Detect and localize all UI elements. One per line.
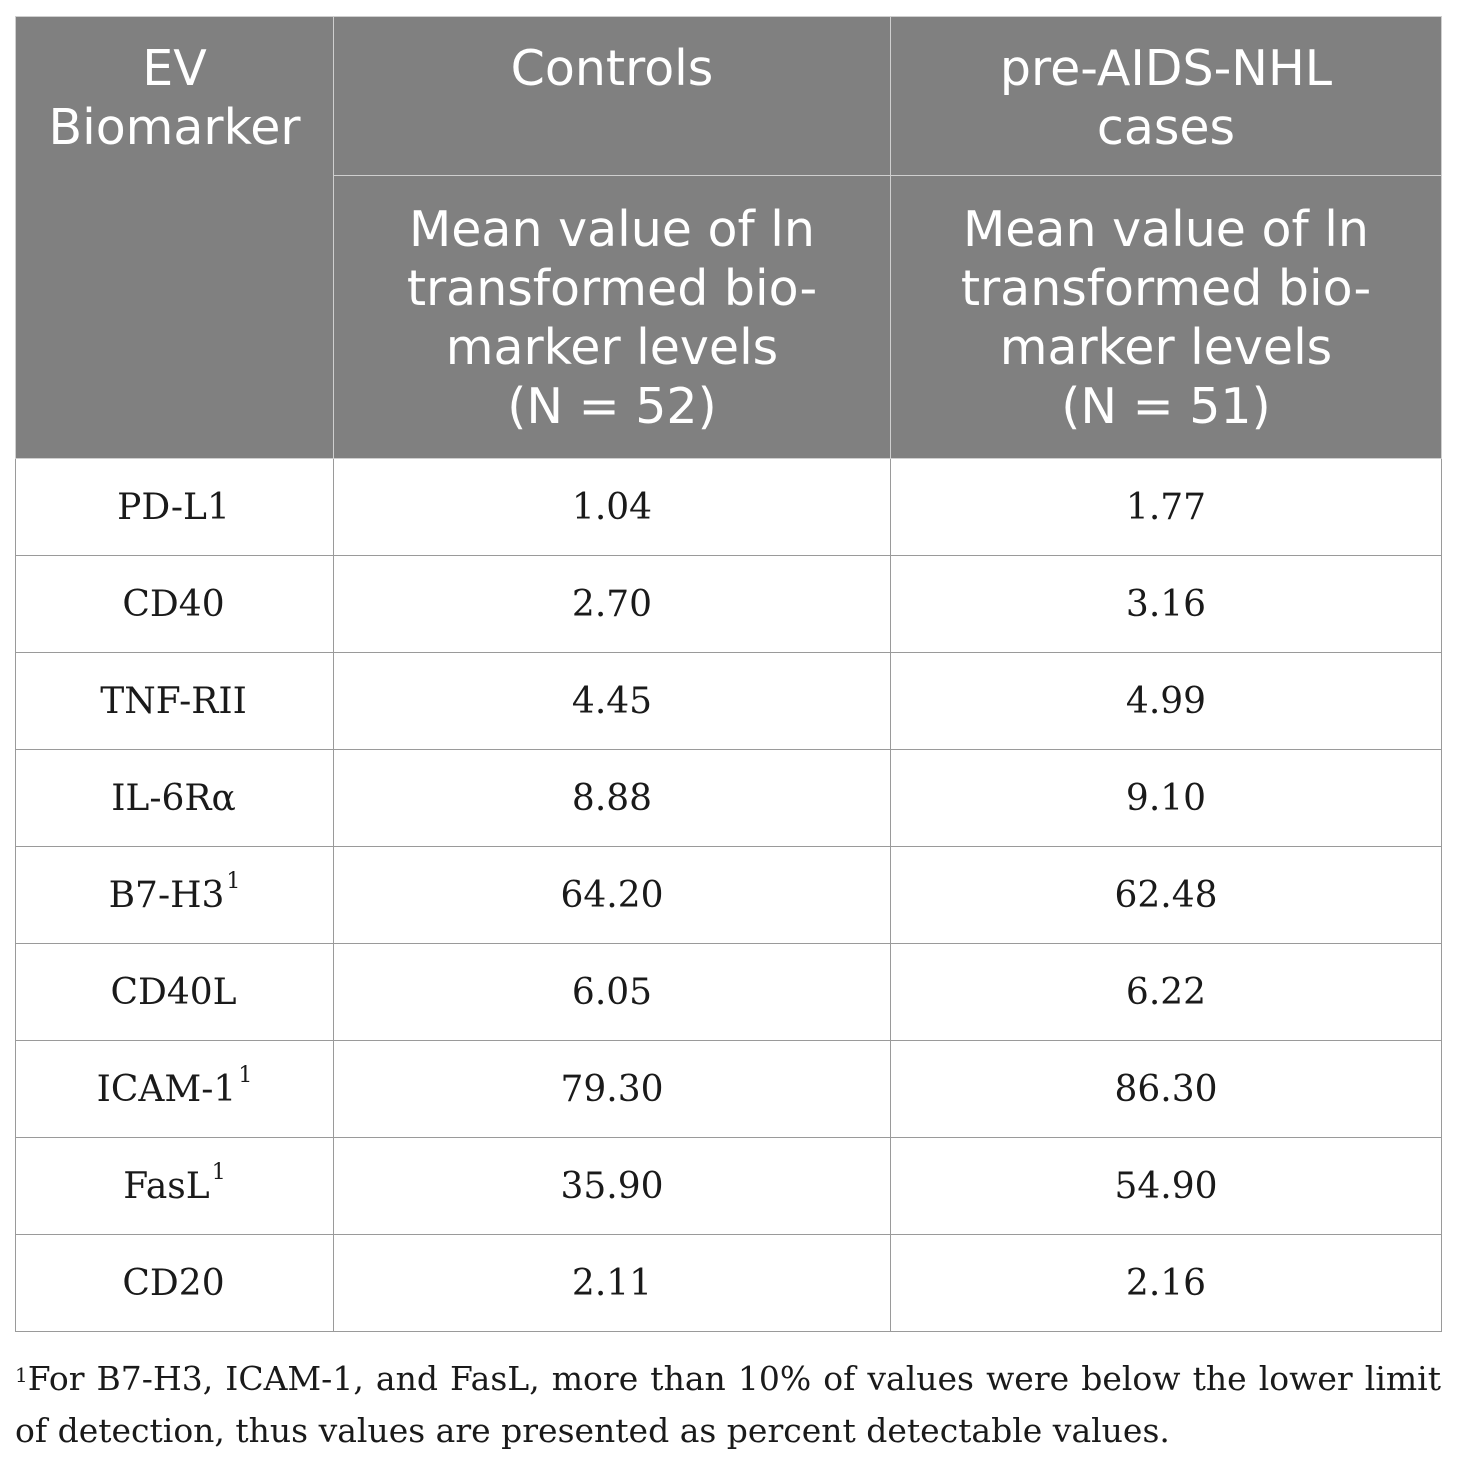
table-row: CD20 2.11 2.16 [15,1234,1442,1332]
header-line: pre-AIDS-NHL [999,40,1333,97]
controls-value: 6.05 [333,943,891,1041]
cases-value: 4.99 [890,652,1442,750]
cases-value: 3.16 [890,555,1442,653]
subheader-controls: Mean value of ln transformed bio- marker… [333,175,891,459]
header-line: Mean value of ln [409,201,815,258]
biomarker-table-container: EV Biomarker Controls pre-AIDS-NHL cases… [15,16,1442,1332]
controls-value: 4.45 [333,652,891,750]
biomarker-name: TNF-RII [100,680,247,722]
cases-value: 6.22 [890,943,1442,1041]
controls-value: 2.11 [333,1234,891,1332]
footnote-marker: 1 [15,1363,28,1387]
biomarker-name: CD40 [122,583,225,625]
biomarker-name: B7-H3 [108,874,225,916]
cases-value: 2.16 [890,1234,1442,1332]
biomarker-cell: CD40L [15,943,334,1041]
cases-value: 1.77 [890,458,1442,556]
header-line: EV [142,40,207,97]
header-line: (N = 52) [507,378,717,435]
biomarker-cell: CD40 [15,555,334,653]
cases-value: 54.90 [890,1137,1442,1235]
header-line: marker levels [445,319,779,376]
header-controls: Controls [333,16,891,176]
biomarker-name: FasL [123,1165,210,1207]
table-body: PD-L1 1.04 1.77 CD40 2.70 3.16 TNF-RII 4… [15,458,1442,1332]
controls-value: 35.90 [333,1137,891,1235]
header-line: Biomarker [48,99,301,156]
header-line: Mean value of ln [963,201,1369,258]
subheader-cases: Mean value of ln transformed bio- marker… [890,175,1442,459]
controls-value: 2.70 [333,555,891,653]
controls-value: 64.20 [333,846,891,944]
table-row: CD40L 6.05 6.22 [15,943,1442,1041]
biomarker-table: EV Biomarker Controls pre-AIDS-NHL cases… [15,16,1442,1332]
footnote-text: For B7-H3, ICAM-1, and FasL, more than 1… [15,1359,1441,1450]
header-line: Controls [510,40,714,97]
footnote-marker: 1 [211,1159,226,1185]
table-row: CD40 2.70 3.16 [15,555,1442,653]
biomarker-cell: B7-H31 [15,846,334,944]
biomarker-name: CD20 [122,1262,225,1304]
header-cases: pre-AIDS-NHL cases [890,16,1442,176]
header-line: cases [1096,99,1236,156]
biomarker-cell: PD-L1 [15,458,334,556]
footnote-marker: 1 [238,1062,253,1088]
biomarker-cell: IL-6Rα [15,749,334,847]
header-line: (N = 51) [1061,378,1271,435]
header-ev-biomarker: EV Biomarker [15,16,334,459]
controls-value: 8.88 [333,749,891,847]
header-line: transformed bio- [406,260,818,317]
table-footnote: 1For B7-H3, ICAM-1, and FasL, more than … [15,1353,1441,1457]
biomarker-cell: CD20 [15,1234,334,1332]
controls-value: 1.04 [333,458,891,556]
table-row: B7-H31 64.20 62.48 [15,846,1442,944]
table-row: TNF-RII 4.45 4.99 [15,652,1442,750]
biomarker-cell: FasL1 [15,1137,334,1235]
table-row: PD-L1 1.04 1.77 [15,458,1442,556]
header-line: transformed bio- [960,260,1372,317]
table-header: EV Biomarker Controls pre-AIDS-NHL cases… [15,16,1442,459]
table-row: ICAM-11 79.30 86.30 [15,1040,1442,1138]
biomarker-name: ICAM-1 [96,1068,237,1110]
biomarker-name: PD-L1 [117,486,230,528]
cases-value: 62.48 [890,846,1442,944]
biomarker-cell: TNF-RII [15,652,334,750]
footnote-marker: 1 [226,868,241,894]
biomarker-cell: ICAM-11 [15,1040,334,1138]
header-line: marker levels [999,319,1333,376]
table-row: IL-6Rα 8.88 9.10 [15,749,1442,847]
table-row: FasL1 35.90 54.90 [15,1137,1442,1235]
cases-value: 86.30 [890,1040,1442,1138]
biomarker-name: IL-6Rα [111,777,236,819]
cases-value: 9.10 [890,749,1442,847]
biomarker-name: CD40L [110,971,237,1013]
controls-value: 79.30 [333,1040,891,1138]
